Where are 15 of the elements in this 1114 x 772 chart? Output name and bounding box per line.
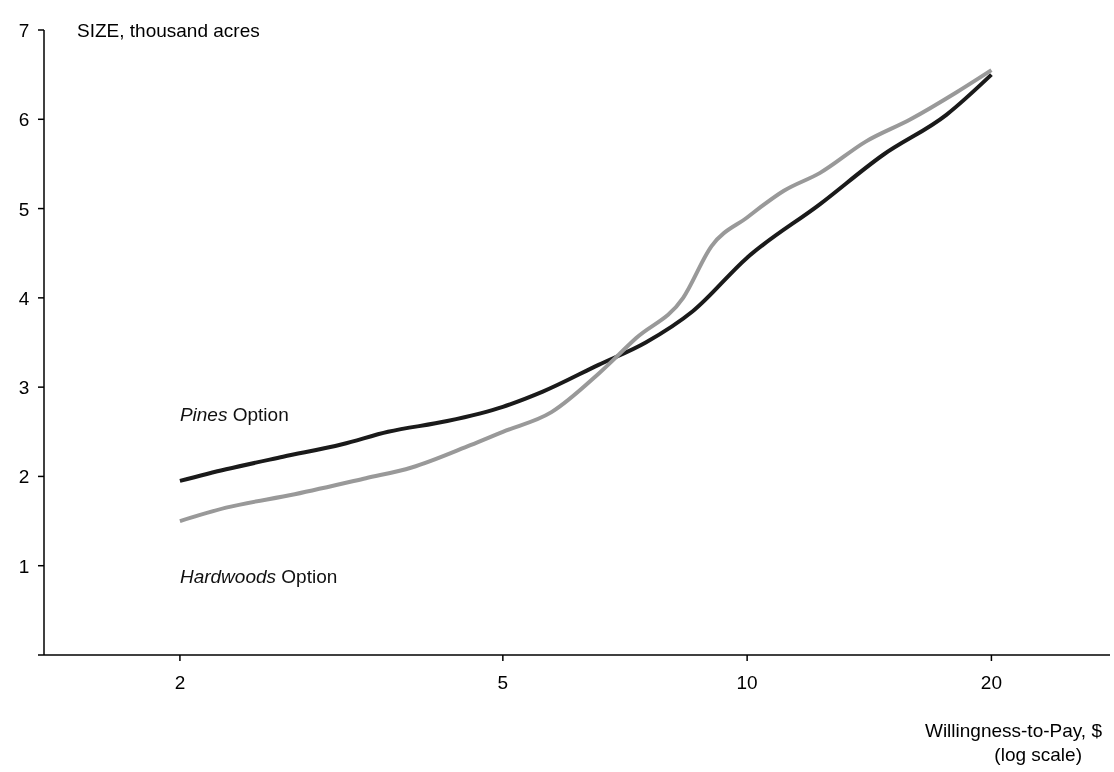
y-tick-label: 3 (18, 377, 30, 399)
y-tick-label: 5 (18, 198, 30, 220)
y-tick-label: 7 (18, 20, 30, 41)
x-axis-title: Willingness-to-Pay, $ (log scale) (924, 720, 1103, 765)
y-tick-label: 4 (18, 287, 30, 309)
y-tick-label: 1 (18, 555, 30, 577)
y-axis-title: SIZE, thousand acres (77, 20, 260, 41)
y-tick-label: 6 (18, 109, 30, 131)
x-tick-label: 5 (497, 672, 509, 693)
series-label: Pines Option (179, 403, 289, 425)
text: Hardwoods Option (179, 566, 338, 588)
x-tick-label: 20 (980, 672, 1002, 693)
x-tick-label: 10 (736, 672, 758, 693)
x-tick-label: 2 (174, 672, 186, 693)
y-tick-label: 2 (18, 466, 30, 488)
